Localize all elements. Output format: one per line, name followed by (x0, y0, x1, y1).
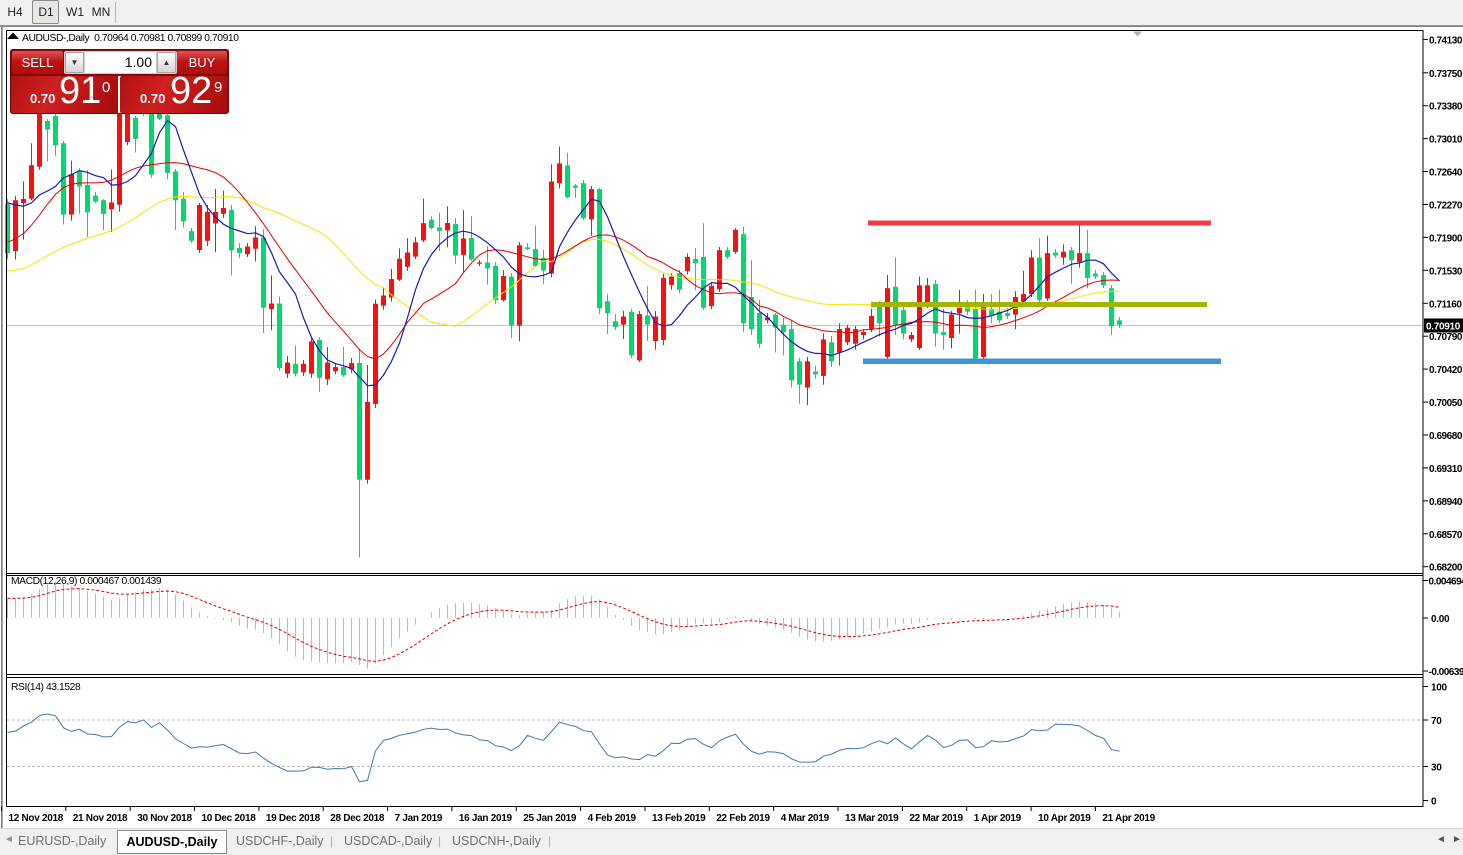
svg-text:0.73380: 0.73380 (1429, 102, 1463, 113)
svg-text:0.00: 0.00 (1431, 614, 1450, 625)
svg-text:4 Feb 2019: 4 Feb 2019 (588, 813, 637, 824)
svg-text:0.73010: 0.73010 (1429, 135, 1463, 146)
svg-text:0: 0 (1431, 797, 1437, 808)
svg-text:RSI(14) 43.1528: RSI(14) 43.1528 (11, 682, 81, 693)
svg-text:0.69310: 0.69310 (1429, 464, 1463, 475)
svg-text:0.68940: 0.68940 (1429, 497, 1463, 508)
svg-text:0.72640: 0.72640 (1429, 168, 1463, 179)
svg-text:0.71160: 0.71160 (1429, 299, 1462, 310)
svg-text:1 Apr 2019: 1 Apr 2019 (974, 813, 1022, 824)
svg-text:7 Jan 2019: 7 Jan 2019 (395, 813, 443, 824)
svg-text:0.004694: 0.004694 (1429, 577, 1463, 588)
svg-text:22 Feb 2019: 22 Feb 2019 (716, 813, 770, 824)
svg-text:30 Nov 2018: 30 Nov 2018 (137, 813, 192, 824)
svg-text:19 Dec 2018: 19 Dec 2018 (266, 813, 321, 824)
svg-text:22 Mar 2019: 22 Mar 2019 (909, 813, 963, 824)
svg-text:4 Mar 2019: 4 Mar 2019 (781, 813, 830, 824)
svg-text:0.73750: 0.73750 (1429, 69, 1463, 80)
svg-text:13 Feb 2019: 13 Feb 2019 (652, 813, 706, 824)
svg-text:12 Nov 2018: 12 Nov 2018 (9, 813, 64, 824)
svg-text:-0.00639: -0.00639 (1429, 667, 1463, 678)
svg-text:25 Jan 2019: 25 Jan 2019 (523, 813, 577, 824)
svg-text:21 Nov 2018: 21 Nov 2018 (73, 813, 128, 824)
svg-text:30: 30 (1431, 763, 1442, 774)
svg-text:28 Dec 2018: 28 Dec 2018 (330, 813, 385, 824)
svg-text:0.70420: 0.70420 (1429, 365, 1463, 376)
svg-text:21 Apr 2019: 21 Apr 2019 (1102, 813, 1155, 824)
svg-text:13 Mar 2019: 13 Mar 2019 (845, 813, 899, 824)
svg-text:100: 100 (1431, 683, 1448, 694)
svg-text:0.74130: 0.74130 (1429, 35, 1463, 46)
svg-text:0.68200: 0.68200 (1429, 563, 1463, 574)
svg-text:MACD(12,26,9) 0.000467 0.00143: MACD(12,26,9) 0.000467 0.001439 (11, 576, 162, 587)
svg-text:0.70910: 0.70910 (1426, 322, 1461, 333)
svg-text:0.69680: 0.69680 (1429, 431, 1463, 442)
svg-text:10 Dec 2018: 10 Dec 2018 (202, 813, 257, 824)
svg-text:16 Jan 2019: 16 Jan 2019 (459, 813, 513, 824)
svg-text:0.70050: 0.70050 (1429, 398, 1463, 409)
svg-text:0.68570: 0.68570 (1429, 530, 1463, 541)
svg-text:0.70790: 0.70790 (1429, 332, 1463, 343)
svg-text:10 Apr 2019: 10 Apr 2019 (1038, 813, 1091, 824)
svg-text:0.72270: 0.72270 (1429, 201, 1463, 212)
svg-text:0.71900: 0.71900 (1429, 233, 1463, 244)
svg-text:70: 70 (1431, 716, 1442, 727)
svg-text:0.71530: 0.71530 (1429, 266, 1463, 277)
svg-text:AUDUSD-,Daily 0.70964 0.70981: AUDUSD-,Daily 0.70964 0.70981 0.70899 0.… (22, 33, 239, 44)
